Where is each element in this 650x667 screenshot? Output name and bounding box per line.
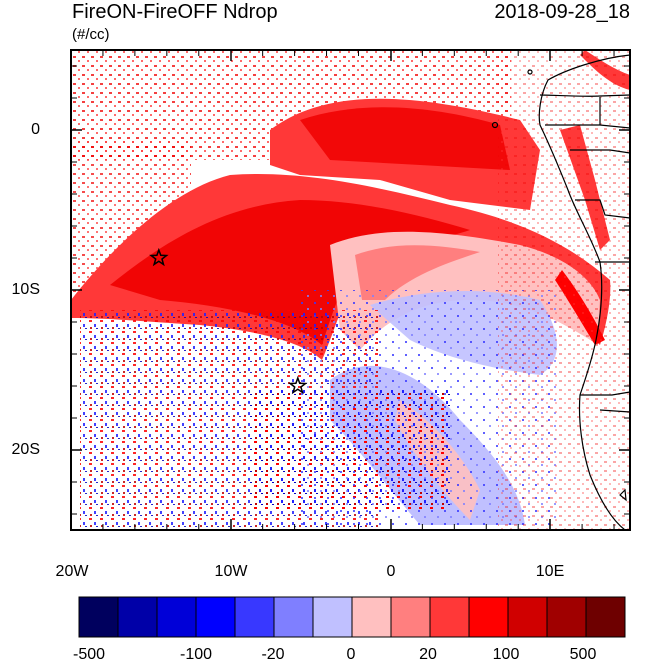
colorbar-label: -20 [261, 646, 285, 663]
lon-label-10e: 10E [535, 563, 565, 580]
colorbar-swatch [468, 596, 509, 638]
colorbar-swatch [273, 596, 314, 638]
colorbar-swatch [156, 596, 197, 638]
colorbar-swatch [78, 596, 119, 638]
colorbar-swatch [312, 596, 353, 638]
colorbar-swatch [117, 596, 158, 638]
map-field [71, 50, 630, 530]
star-markers [149, 247, 308, 395]
colorbar-swatch [351, 596, 392, 638]
axis-ticks [71, 50, 630, 530]
colorbar-swatch [390, 596, 431, 638]
star-marker-1 [149, 247, 169, 267]
plot-title: FireON-FireOFF Ndrop [72, 1, 278, 23]
lon-label-10w: 10W [214, 563, 248, 580]
plot-date: 2018-09-28_18 [494, 1, 630, 23]
colorbar-swatch [585, 596, 626, 638]
colorbar-label: 0 [346, 646, 356, 663]
colorbar-label: -100 [179, 646, 213, 663]
minor-ticks [71, 50, 630, 530]
star-marker-2 [288, 375, 308, 395]
coastline [491, 54, 631, 531]
lat-label-0: 0 [31, 121, 40, 138]
lat-label-20s: 20S [11, 441, 40, 458]
colorbar-swatch [507, 596, 548, 638]
colorbar-swatch [429, 596, 470, 638]
colorbar-swatch [234, 596, 275, 638]
lon-label-20w: 20W [55, 563, 89, 580]
colorbar-label: 20 [419, 646, 437, 663]
colorbar-swatch [195, 596, 236, 638]
colorbar-label: 100 [492, 646, 520, 663]
lon-label-0: 0 [386, 563, 396, 580]
units-label: (#/cc) [72, 26, 110, 43]
colorbar [78, 596, 626, 638]
colorbar-swatch [546, 596, 587, 638]
lat-label-10s: 10S [11, 281, 40, 298]
colorbar-label: 500 [569, 646, 597, 663]
colorbar-label: -500 [72, 646, 106, 663]
